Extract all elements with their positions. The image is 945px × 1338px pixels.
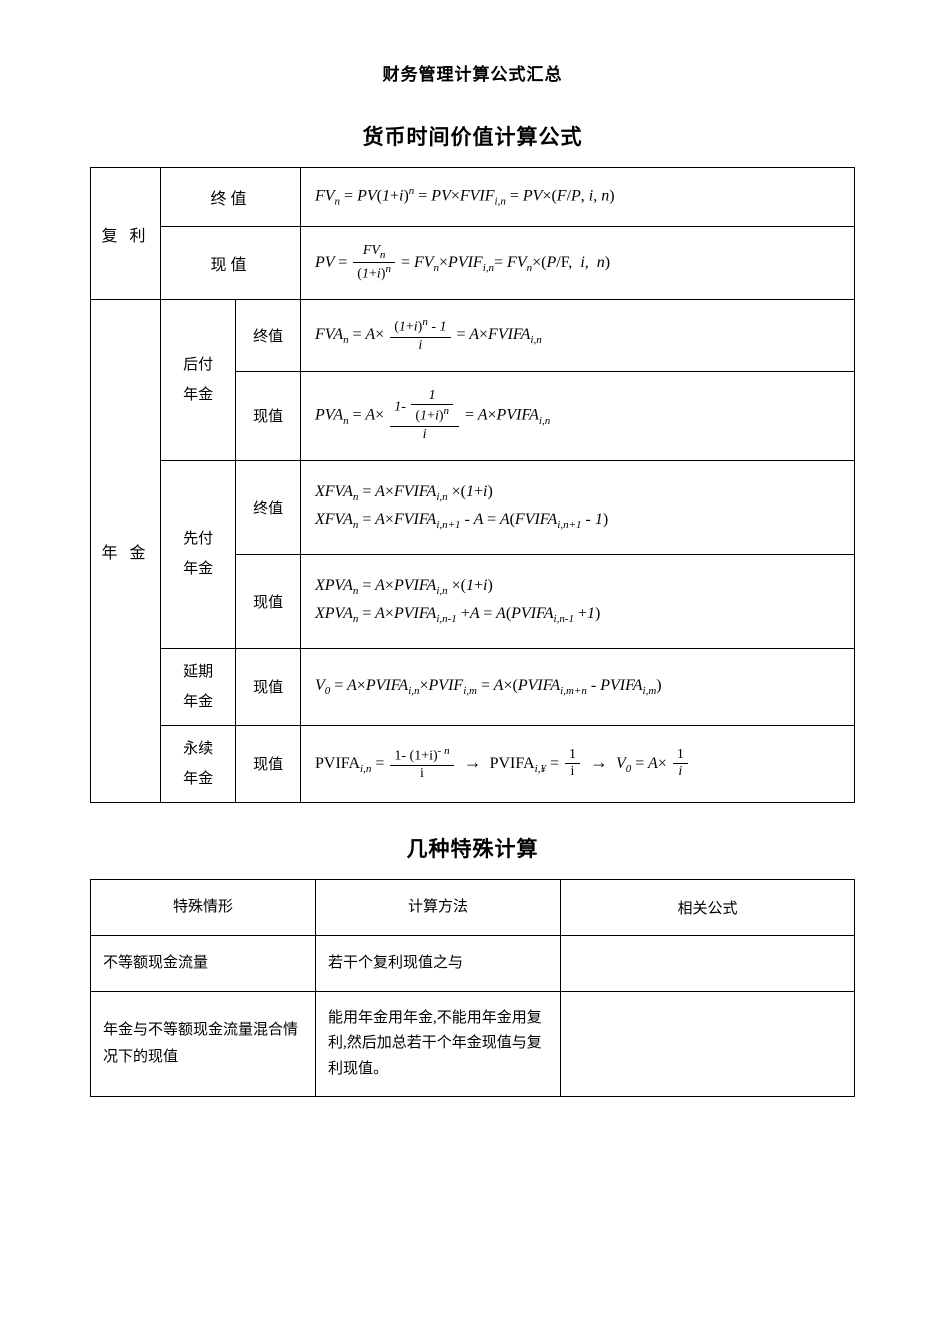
category-annuity: 年 金	[91, 300, 161, 803]
formula-cell	[561, 935, 855, 991]
col-header-method: 计算方法	[316, 879, 561, 935]
label-pv: 现值	[161, 226, 301, 299]
method-cell: 若干个复利现值之与	[316, 935, 561, 991]
label-fv: 终值	[161, 168, 301, 227]
document-title: 财务管理计算公式汇总	[90, 60, 855, 85]
formula-table-2: 特殊情形 计算方法 相关公式 不等额现金流量 若干个复利现值之与 年金与不等额现…	[90, 879, 855, 1098]
formula-ordinary-pv: PVAn = A× 1- 1(1+i)n i = A×PVIFAi,n	[301, 371, 855, 460]
method-cell: 能用年金用年金,不能用年金用复利,然后加总若干个年金现值与复利现值。	[316, 991, 561, 1097]
col-header-case: 特殊情形	[91, 879, 316, 935]
table-row: 先付年金 终值 XFVAn = A×FVIFAi,n ×(1+i) XFVAn …	[91, 460, 855, 554]
table-row: 永续年金 现值 PVIFAi,n = 1- (1+i)- ni → PVIFAi…	[91, 725, 855, 802]
formula-deferred-pv: V0 = A×PVIFAi,n×PVIFi,m = A×(PVIFAi,m+n …	[301, 648, 855, 725]
annuity-ordinary: 后付年金	[161, 300, 236, 460]
formula-table-1: 复 利 终值 FVn = PV(1+i)n = PV×FVIFi,n = PV×…	[90, 167, 855, 803]
table-row: 年金与不等额现金流量混合情况下的现值 能用年金用年金,不能用年金用复利,然后加总…	[91, 991, 855, 1097]
label-fv: 终值	[236, 460, 301, 554]
label-pv: 现值	[236, 648, 301, 725]
case-cell: 年金与不等额现金流量混合情况下的现值	[91, 991, 316, 1097]
label-pv: 现值	[236, 371, 301, 460]
formula-compound-fv: FVn = PV(1+i)n = PV×FVIFi,n = PV×(F/P, i…	[301, 168, 855, 227]
formula-ordinary-fv: FVAn = A× (1+i)n - 1i = A×FVIFAi,n	[301, 300, 855, 371]
section1-title: 货币时间价值计算公式	[90, 121, 855, 151]
formula-due-fv: XFVAn = A×FVIFAi,n ×(1+i) XFVAn = A×FVIF…	[301, 460, 855, 554]
annuity-deferred: 延期年金	[161, 648, 236, 725]
formula-cell	[561, 991, 855, 1097]
table-row: 延期年金 现值 V0 = A×PVIFAi,n×PVIFi,m = A×(PVI…	[91, 648, 855, 725]
label-pv: 现值	[236, 725, 301, 802]
table-row: 现值 PV = FVn(1+i)n = FVn×PVIFi,n= FVn×(P/…	[91, 226, 855, 299]
label-fv: 终值	[236, 300, 301, 371]
section2-title: 几种特殊计算	[90, 833, 855, 863]
annuity-perpetuity: 永续年金	[161, 725, 236, 802]
annuity-due: 先付年金	[161, 460, 236, 648]
case-cell: 不等额现金流量	[91, 935, 316, 991]
label-pv: 现值	[236, 554, 301, 648]
col-header-formula: 相关公式	[561, 879, 855, 935]
table-row: 年 金 后付年金 终值 FVAn = A× (1+i)n - 1i = A×FV…	[91, 300, 855, 371]
table-row: 不等额现金流量 若干个复利现值之与	[91, 935, 855, 991]
formula-due-pv: XPVAn = A×PVIFAi,n ×(1+i) XPVAn = A×PVIF…	[301, 554, 855, 648]
table-row: 复 利 终值 FVn = PV(1+i)n = PV×FVIFi,n = PV×…	[91, 168, 855, 227]
category-compound: 复 利	[91, 168, 161, 300]
table-header-row: 特殊情形 计算方法 相关公式	[91, 879, 855, 935]
formula-perpetuity-pv: PVIFAi,n = 1- (1+i)- ni → PVIFAi,¥ = 1i …	[301, 725, 855, 802]
formula-compound-pv: PV = FVn(1+i)n = FVn×PVIFi,n= FVn×(P/F, …	[301, 226, 855, 299]
